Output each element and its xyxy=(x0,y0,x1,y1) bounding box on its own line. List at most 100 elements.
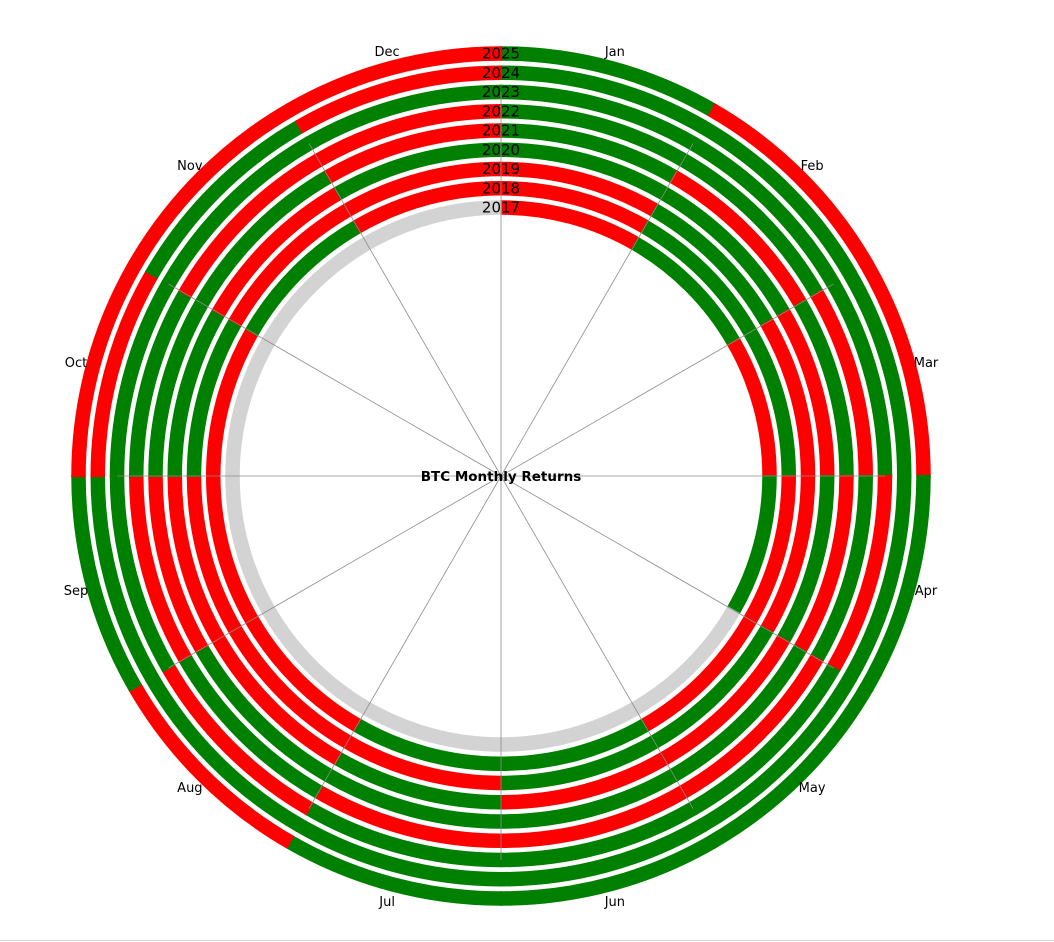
ring-segment-2019-apr xyxy=(760,475,816,634)
ring-segment-2022-jul xyxy=(314,785,502,849)
year-label-2017: 2017 xyxy=(482,199,520,217)
year-label-2019: 2019 xyxy=(482,160,520,178)
ring-segment-2024-sep xyxy=(90,474,159,683)
ring-segment-2022-oct xyxy=(128,289,192,477)
ring-segment-2020-nov xyxy=(211,186,343,318)
year-label-2024: 2024 xyxy=(482,64,520,82)
ring-segment-2022-sep xyxy=(128,475,192,663)
ring-segment-2017-nov xyxy=(261,236,371,346)
ring-segment-2017-sep xyxy=(225,475,276,615)
ring-segment-2025-dec xyxy=(285,46,503,117)
ring-segment-2017-jul xyxy=(362,701,502,752)
ring-segment-2017-jan xyxy=(500,200,640,251)
ring-segment-2019-jun xyxy=(500,735,659,791)
ring-segment-2020-dec xyxy=(333,142,502,201)
ring-segment-2024-nov xyxy=(144,119,304,279)
ring-segment-2023-oct xyxy=(109,279,176,478)
ring-segment-2021-jan xyxy=(500,123,679,184)
month-label-dec: Dec xyxy=(375,45,400,60)
ring-segment-2023-may xyxy=(688,663,841,816)
rings-layer xyxy=(71,46,931,906)
ring-segment-2022-nov xyxy=(178,153,324,299)
ring-segment-2023-dec xyxy=(304,84,503,151)
ring-segment-2025-apr xyxy=(860,474,931,692)
ring-segment-2017-aug xyxy=(261,606,371,716)
ring-segment-2017-jun xyxy=(500,701,640,752)
ring-segment-2023-apr xyxy=(826,474,893,673)
ring-segment-2019-mar xyxy=(760,318,816,477)
month-label-apr: Apr xyxy=(915,584,938,599)
ring-segment-2024-mar xyxy=(843,269,912,478)
ring-segment-2020-sep xyxy=(167,475,226,644)
ring-segment-2023-aug xyxy=(161,663,314,816)
ring-segment-2018-aug xyxy=(245,615,362,732)
ring-segment-2023-jan xyxy=(499,84,698,151)
grid-spoke-10 xyxy=(168,283,502,477)
ring-segment-2025-nov xyxy=(128,103,295,270)
ring-segment-2017-oct xyxy=(225,337,276,477)
ring-segment-2018-jul xyxy=(352,718,502,772)
ring-segment-2020-jan xyxy=(500,142,669,201)
ring-segment-2020-aug xyxy=(211,634,343,766)
ring-segment-2017-dec xyxy=(362,200,502,251)
grid-spoke-11 xyxy=(308,143,502,477)
ring-segment-2018-feb xyxy=(640,220,757,337)
month-label-jul: Jul xyxy=(378,895,395,910)
spokes-layer xyxy=(117,92,885,860)
ring-segment-2024-may xyxy=(698,673,858,833)
ring-segment-2022-feb xyxy=(678,153,824,299)
month-label-feb: Feb xyxy=(801,159,824,174)
grid-spoke-4 xyxy=(500,475,834,669)
month-label-oct: Oct xyxy=(65,356,87,371)
year-label-2022: 2022 xyxy=(482,102,520,120)
ring-segment-2024-feb xyxy=(698,119,858,279)
year-label-2020: 2020 xyxy=(482,141,520,159)
ring-segment-2023-nov xyxy=(161,136,314,289)
month-label-may: May xyxy=(799,781,826,796)
ring-segment-2018-nov xyxy=(245,220,362,337)
ring-segment-2021-dec xyxy=(323,123,502,184)
ring-segment-2024-jan xyxy=(499,65,708,134)
ring-segment-2018-dec xyxy=(352,180,502,234)
ring-segment-2023-jun xyxy=(499,801,698,868)
ring-segment-2019-aug xyxy=(228,625,352,749)
ring-segment-2018-jan xyxy=(500,180,650,234)
ring-segment-2024-dec xyxy=(294,65,503,134)
ring-segment-2018-may xyxy=(640,615,757,732)
year-label-2023: 2023 xyxy=(482,83,520,101)
ring-segment-2025-aug xyxy=(128,682,295,849)
ring-segment-2020-may xyxy=(659,634,791,766)
ring-segment-2022-dec xyxy=(314,103,502,167)
ring-segment-2019-may xyxy=(650,625,774,749)
ring-segment-2025-mar xyxy=(860,260,931,478)
ring-segment-2023-sep xyxy=(109,474,176,673)
ring-segment-2025-jul xyxy=(285,835,503,906)
grid-spoke-2 xyxy=(500,283,834,477)
ring-segment-2021-oct xyxy=(148,298,209,477)
ring-segment-2022-may xyxy=(678,653,824,799)
ring-segment-2021-jul xyxy=(323,768,502,829)
ring-segment-2017-mar xyxy=(726,337,777,477)
ring-segment-2018-apr xyxy=(743,475,797,625)
ring-segment-2023-feb xyxy=(688,136,841,289)
year-label-2018: 2018 xyxy=(482,179,520,197)
ring-segment-2017-may xyxy=(631,606,741,716)
ring-segment-2020-jul xyxy=(333,751,502,810)
chart-title: BTC Monthly Returns xyxy=(421,469,582,485)
ring-segment-2024-apr xyxy=(843,474,912,683)
ring-segment-2021-feb xyxy=(669,170,807,308)
ring-segment-2024-aug xyxy=(144,673,304,833)
ring-segment-2019-dec xyxy=(343,161,502,217)
ring-segment-2021-may xyxy=(669,644,807,782)
ring-segment-2020-feb xyxy=(659,186,791,318)
ring-segment-2025-jan xyxy=(499,46,717,117)
ring-segment-2019-jul xyxy=(343,735,502,791)
bottom-divider xyxy=(0,940,1054,941)
grid-spoke-7 xyxy=(308,475,502,809)
grid-spoke-5 xyxy=(500,475,694,809)
ring-segment-2022-jun xyxy=(500,785,688,849)
month-label-jan: Jan xyxy=(604,45,625,60)
ring-segment-2022-jan xyxy=(500,103,688,167)
